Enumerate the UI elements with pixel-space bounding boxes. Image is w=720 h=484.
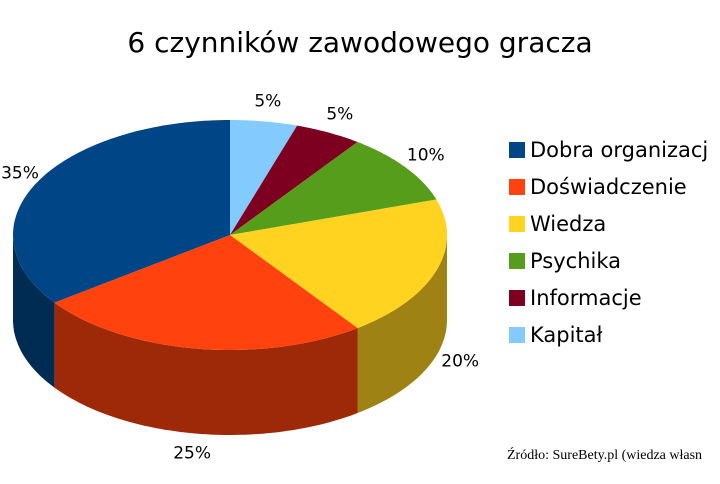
- legend-swatch: [509, 290, 525, 306]
- slice-side: [13, 235, 55, 388]
- legend-swatch: [509, 142, 525, 158]
- slice-side: [54, 302, 358, 435]
- data-label: 5%: [326, 105, 353, 125]
- legend-swatch: [509, 253, 525, 269]
- slice: [230, 142, 437, 235]
- chart-title: 6 czynników zawodowego gracza: [127, 26, 592, 59]
- data-label: 10%: [407, 146, 445, 166]
- data-label: 25%: [173, 443, 211, 463]
- legend-swatch: [509, 216, 525, 232]
- legend-label: Wiedza: [530, 212, 606, 236]
- legend-label: Kapitał: [530, 323, 603, 347]
- slice: [230, 199, 447, 328]
- source-note: Źródło: SureBety.pl (wiedza własn: [507, 446, 702, 463]
- data-label: 35%: [1, 164, 39, 184]
- slice: [54, 235, 358, 350]
- legend-swatch: [509, 179, 525, 195]
- slice: [230, 120, 298, 235]
- slice-side: [357, 235, 447, 413]
- slice: [13, 120, 230, 303]
- legend-label: Informacje: [530, 286, 642, 310]
- data-label: 5%: [254, 92, 281, 112]
- legend-label: Psychika: [530, 249, 621, 273]
- legend-label: Dobra organizacj: [530, 138, 708, 162]
- data-label: 20%: [441, 352, 479, 372]
- legend-swatch: [509, 327, 525, 343]
- slice: [230, 125, 358, 235]
- legend-label: Doświadczenie: [530, 175, 687, 199]
